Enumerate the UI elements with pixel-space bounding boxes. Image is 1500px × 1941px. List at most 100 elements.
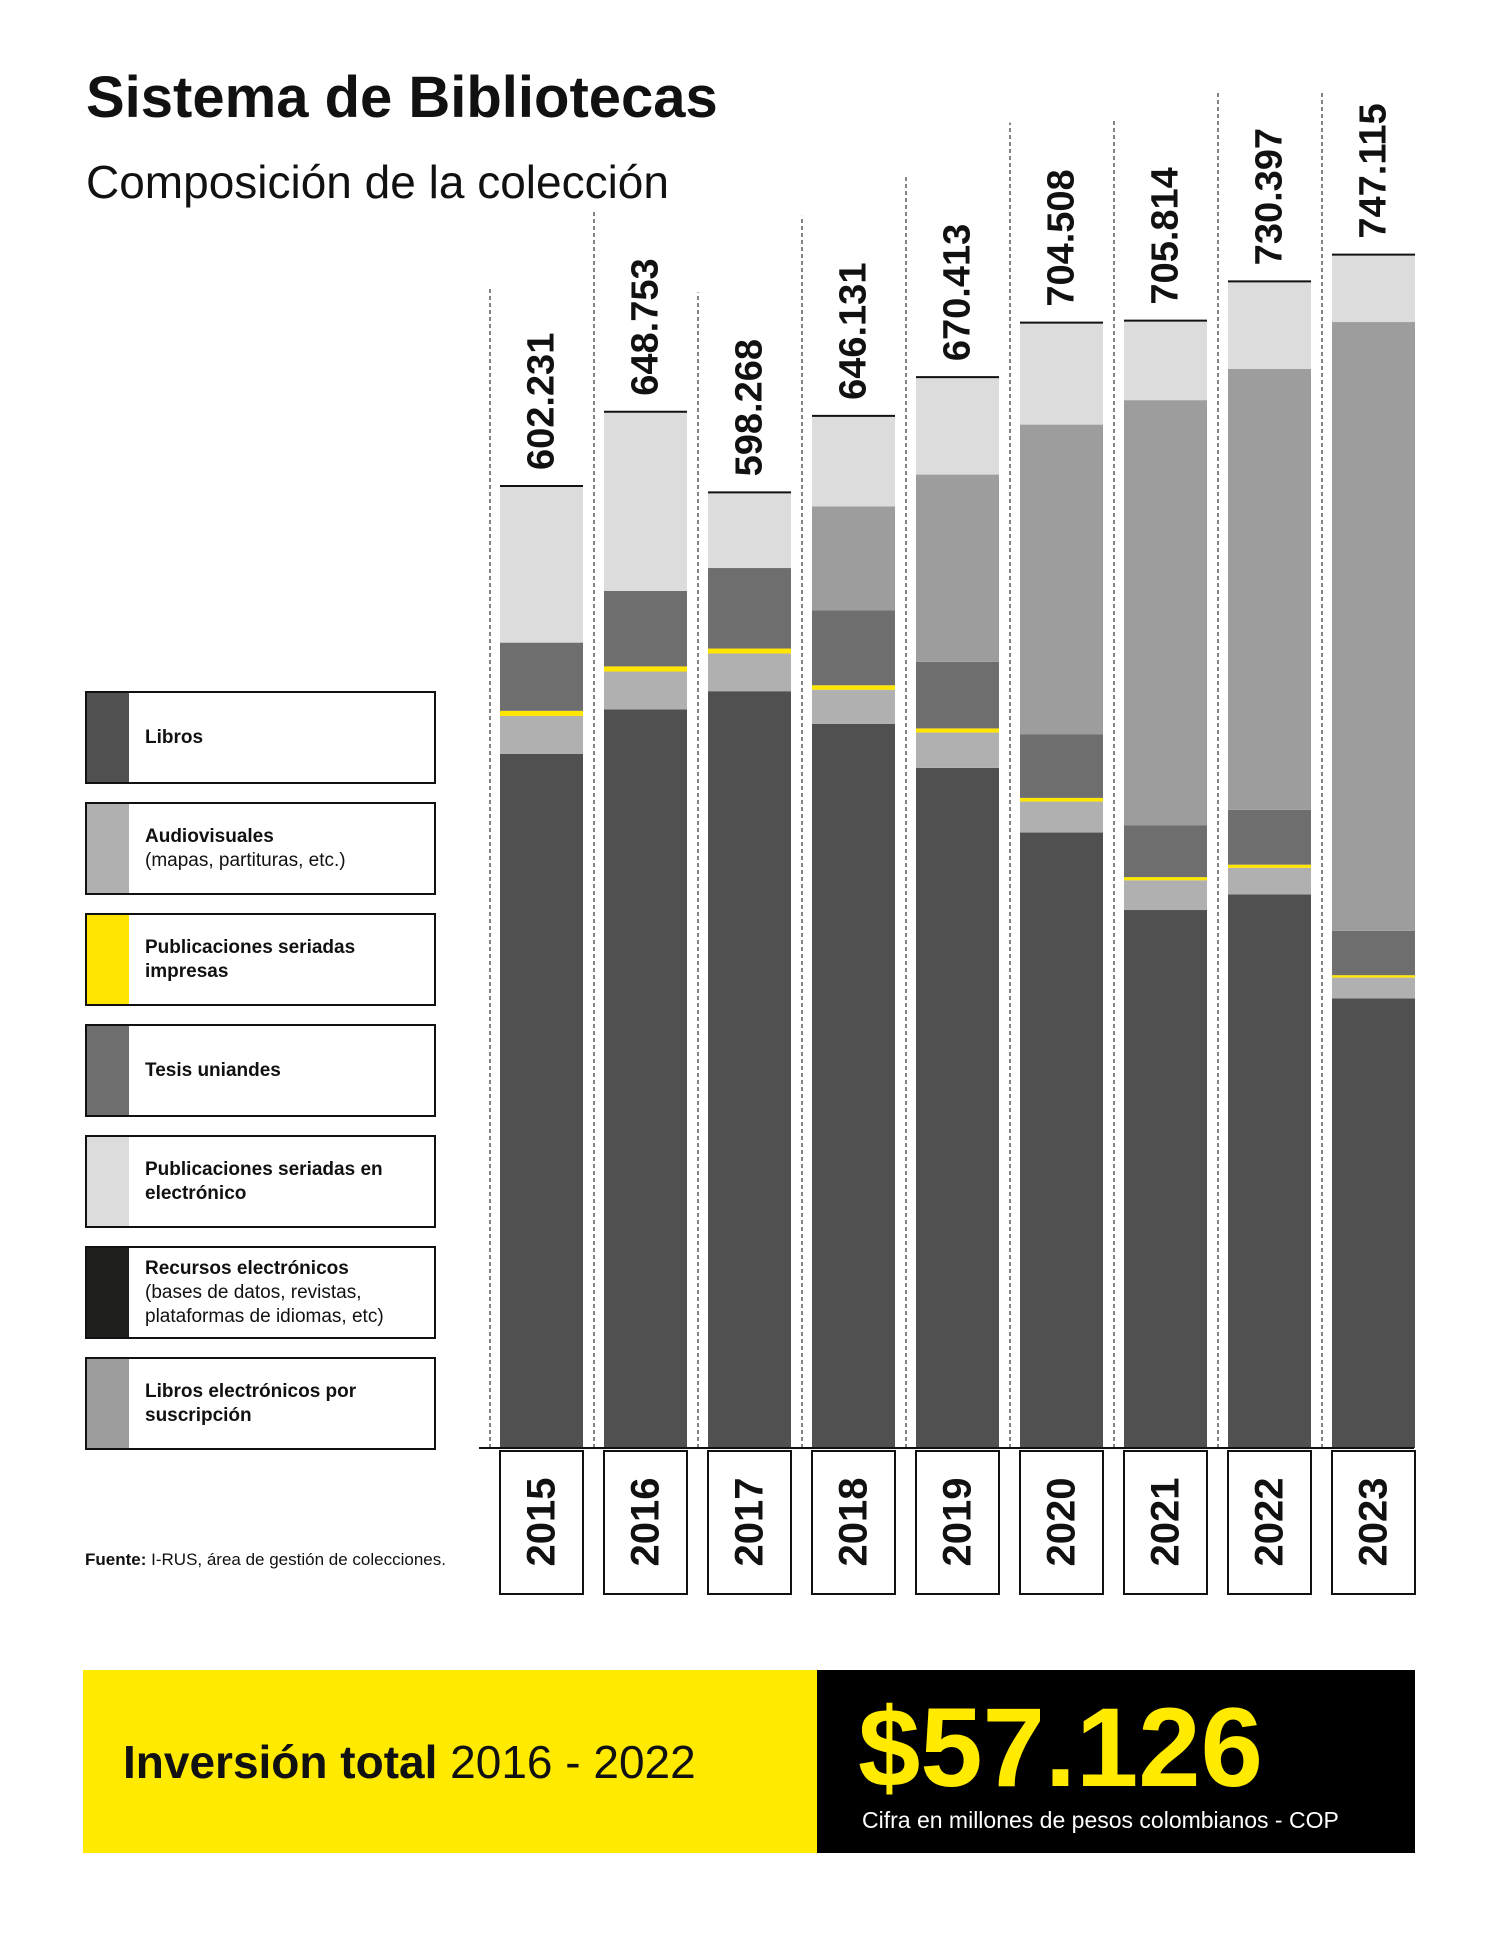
x-tick-label: 2019 (936, 1478, 980, 1567)
bar-segment (1228, 281, 1311, 369)
x-tick-label: 2022 (1248, 1478, 1292, 1567)
bar-segment (1332, 977, 1415, 999)
legend-item: Publicaciones seriadas impresas (85, 913, 436, 1006)
bar-segment (916, 474, 999, 662)
bar-segment (708, 648, 791, 654)
bar-segment (1020, 801, 1103, 833)
bar-segment (1124, 880, 1207, 911)
bar-segment (812, 689, 895, 724)
bar-segment (1020, 832, 1103, 1448)
total-label: 747.115 (1353, 103, 1395, 238)
bar-segment (604, 709, 687, 1448)
bar-segment (500, 486, 583, 643)
bar-segment (1228, 867, 1311, 895)
bar-segment (1332, 975, 1415, 978)
bar-segment (1228, 368, 1311, 810)
legend-text: Recursos electrónicos (bases de datos, re… (129, 1257, 434, 1329)
total-label: 598.268 (729, 339, 771, 476)
bar-segment (1124, 320, 1207, 401)
chart-title: Sistema de Bibliotecas (86, 65, 718, 130)
investment-amount: $57.126 (858, 1685, 1263, 1810)
source-label: Fuente: (85, 1550, 146, 1569)
bar-segment (1020, 797, 1103, 802)
investment-period: 2016 - 2022 (450, 1736, 696, 1788)
legend-text: Audiovisuales (mapas, partituras, etc.) (129, 825, 346, 873)
bar-segment (604, 671, 687, 710)
legend-swatch (87, 693, 129, 782)
legend-label: Recursos electrónicos (145, 1257, 349, 1279)
bar-segment (708, 653, 791, 692)
legend-item: Libros (85, 691, 436, 784)
x-tick-label: 2023 (1352, 1478, 1396, 1567)
total-label: 730.397 (1249, 128, 1291, 265)
legend-label: Libros (145, 726, 204, 748)
legend-swatch (87, 1359, 129, 1448)
bar-segment (708, 568, 791, 649)
bar-segment (604, 411, 687, 591)
legend-swatch (87, 1248, 129, 1337)
bar-segment (708, 691, 791, 1448)
year-box (811, 1450, 896, 1595)
bar-segment (500, 753, 583, 1448)
bar-segment (500, 642, 583, 711)
x-tick-label: 2017 (728, 1478, 772, 1567)
bar-segment (604, 666, 687, 672)
year-box (915, 1450, 1000, 1595)
bar-segment (1228, 809, 1311, 865)
year-box (1227, 1450, 1312, 1595)
year-box (1331, 1450, 1416, 1595)
bar-segment (1228, 864, 1311, 868)
bar-segment (812, 610, 895, 686)
x-tick-label: 2018 (832, 1478, 876, 1567)
total-label: 648.753 (625, 258, 667, 395)
total-label: 646.131 (833, 263, 875, 400)
bar-segment (1332, 930, 1415, 976)
legend-text: Libros (129, 726, 203, 750)
bar-segment (500, 710, 583, 716)
bar-segment (1124, 910, 1207, 1448)
legend-item: Recursos electrónicos (bases de datos, re… (85, 1246, 436, 1339)
legend-swatch (87, 1026, 129, 1115)
bar-segment (1228, 894, 1311, 1448)
year-box (1019, 1450, 1104, 1595)
legend-swatch (87, 1137, 129, 1226)
bar-segment (604, 590, 687, 667)
bar-segment (708, 492, 791, 569)
bar-segment (1124, 877, 1207, 881)
x-tick-label: 2016 (624, 1478, 668, 1567)
x-tick-label: 2015 (520, 1478, 564, 1567)
total-label: 602.231 (521, 333, 563, 470)
legend-item: Tesis uniandes (85, 1024, 436, 1117)
bar-segment (916, 732, 999, 768)
total-label: 704.508 (1041, 169, 1083, 306)
year-box (1123, 1450, 1208, 1595)
legend-item: Libros electrónicos por suscripción (85, 1357, 436, 1450)
bar-segment (500, 715, 583, 754)
legend-swatch (87, 915, 129, 1004)
bar-segment (1020, 424, 1103, 735)
x-tick-label: 2020 (1040, 1478, 1084, 1567)
legend-label: Publicaciones seriadas impresas (145, 936, 356, 982)
bar-segment (812, 685, 895, 690)
legend-label: Audiovisuales (145, 825, 274, 847)
legend-note: (bases de datos, revistas, plataformas d… (145, 1281, 384, 1327)
bar-segment (1124, 825, 1207, 878)
source: Fuente: I-RUS, área de gestión de colecc… (85, 1550, 446, 1569)
bar-segment (1332, 255, 1415, 323)
bar-segment (916, 376, 999, 475)
bar-segment (1020, 734, 1103, 798)
legend-text: Tesis uniandes (129, 1059, 281, 1083)
total-label: 670.413 (937, 224, 979, 361)
legend-label: Libros electrónicos por suscripción (145, 1380, 357, 1426)
investment-note: Cifra en millones de pesos colombianos -… (862, 1807, 1339, 1833)
investment-title: Inversión total 2016 - 2022 (123, 1736, 696, 1788)
legend-note: (mapas, partituras, etc.) (145, 849, 346, 871)
source-text: I-RUS, área de gestión de colecciones. (151, 1550, 446, 1569)
bar-segment (812, 723, 895, 1448)
bar-segment (916, 728, 999, 733)
year-box (603, 1450, 688, 1595)
chart-subtitle: Composición de la colección (86, 156, 669, 208)
investment-label: Inversión total (123, 1736, 437, 1788)
investment-amount-band (817, 1670, 1415, 1853)
